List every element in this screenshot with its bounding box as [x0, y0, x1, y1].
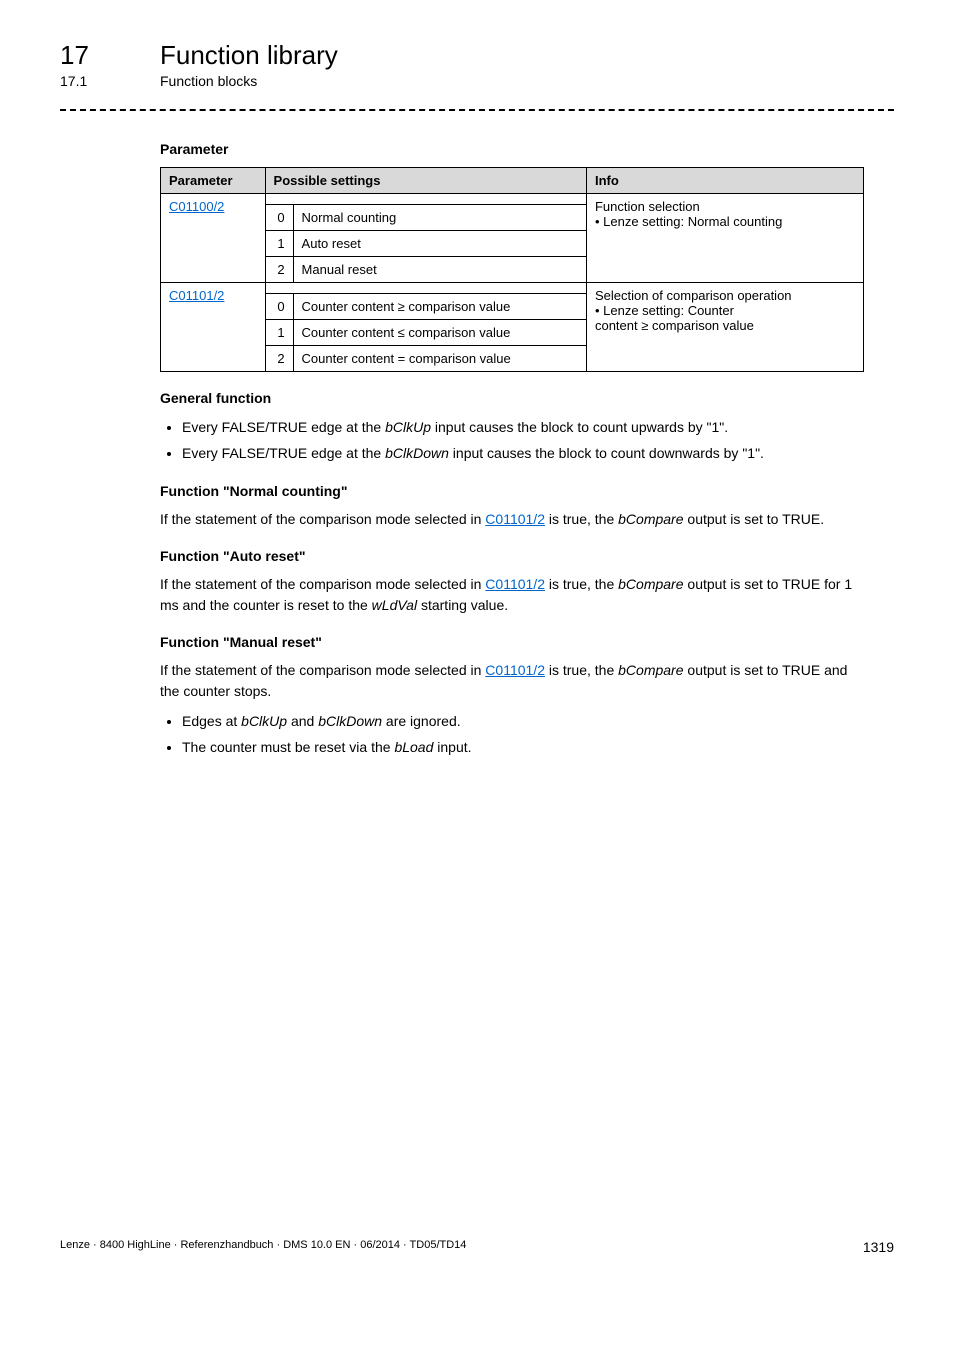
info-cell: Selection of comparison operation • Lenz… — [586, 283, 863, 372]
footer-left: Lenze · 8400 HighLine · Referenzhandbuch… — [60, 1239, 466, 1255]
divider — [60, 109, 894, 111]
chapter-number: 17 — [60, 40, 130, 71]
setting-text: Counter content = comparison value — [293, 346, 586, 372]
page-number: 1319 — [863, 1239, 894, 1255]
col-parameter: Parameter — [161, 168, 266, 194]
info-cell: Function selection • Lenze setting: Norm… — [586, 194, 863, 283]
list-item: Every FALSE/TRUE edge at the bClkUp inpu… — [182, 416, 864, 438]
auto-text: If the statement of the comparison mode … — [160, 574, 864, 616]
setting-idx: 2 — [265, 346, 293, 372]
setting-idx: 0 — [265, 205, 293, 231]
general-heading: General function — [160, 390, 864, 406]
code-link[interactable]: C01101/2 — [485, 511, 545, 527]
param-link[interactable]: C01100/2 — [169, 199, 224, 214]
setting-text: Manual reset — [293, 257, 586, 283]
col-info: Info — [586, 168, 863, 194]
manual-list: Edges at bClkUp and bClkDown are ignored… — [160, 710, 864, 759]
manual-heading: Function "Manual reset" — [160, 634, 864, 650]
empty-cell — [265, 283, 586, 294]
setting-idx: 1 — [265, 320, 293, 346]
param-cell: C01100/2 — [161, 194, 266, 283]
section-number: 17.1 — [60, 73, 130, 89]
param-link[interactable]: C01101/2 — [169, 288, 224, 303]
setting-text: Normal counting — [293, 205, 586, 231]
setting-idx: 1 — [265, 231, 293, 257]
section-title: Function blocks — [160, 73, 257, 89]
parameter-table: Parameter Possible settings Info C01100/… — [160, 167, 864, 372]
code-link[interactable]: C01101/2 — [485, 662, 545, 678]
setting-text: Auto reset — [293, 231, 586, 257]
col-settings: Possible settings — [265, 168, 586, 194]
normal-heading: Function "Normal counting" — [160, 483, 864, 499]
param-cell: C01101/2 — [161, 283, 266, 372]
normal-text: If the statement of the comparison mode … — [160, 509, 864, 530]
list-item: The counter must be reset via the bLoad … — [182, 736, 864, 758]
setting-text: Counter content ≤ comparison value — [293, 320, 586, 346]
list-item: Edges at bClkUp and bClkDown are ignored… — [182, 710, 864, 732]
code-link[interactable]: C01101/2 — [485, 576, 545, 592]
chapter-title: Function library — [160, 40, 338, 71]
list-item: Every FALSE/TRUE edge at the bClkDown in… — [182, 442, 864, 464]
setting-idx: 0 — [265, 294, 293, 320]
setting-idx: 2 — [265, 257, 293, 283]
general-list: Every FALSE/TRUE edge at the bClkUp inpu… — [160, 416, 864, 465]
manual-text: If the statement of the comparison mode … — [160, 660, 864, 702]
auto-heading: Function "Auto reset" — [160, 548, 864, 564]
empty-cell — [265, 194, 586, 205]
setting-text: Counter content ≥ comparison value — [293, 294, 586, 320]
parameter-heading: Parameter — [160, 141, 864, 157]
